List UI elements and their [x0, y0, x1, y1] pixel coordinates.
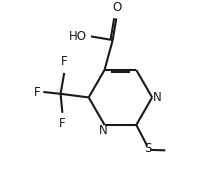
- Text: HO: HO: [69, 30, 87, 43]
- Text: O: O: [113, 1, 122, 14]
- Text: N: N: [99, 124, 108, 137]
- Text: F: F: [33, 85, 40, 98]
- Text: F: F: [61, 55, 68, 68]
- Text: N: N: [153, 91, 162, 104]
- Text: F: F: [59, 117, 66, 130]
- Text: S: S: [144, 142, 152, 155]
